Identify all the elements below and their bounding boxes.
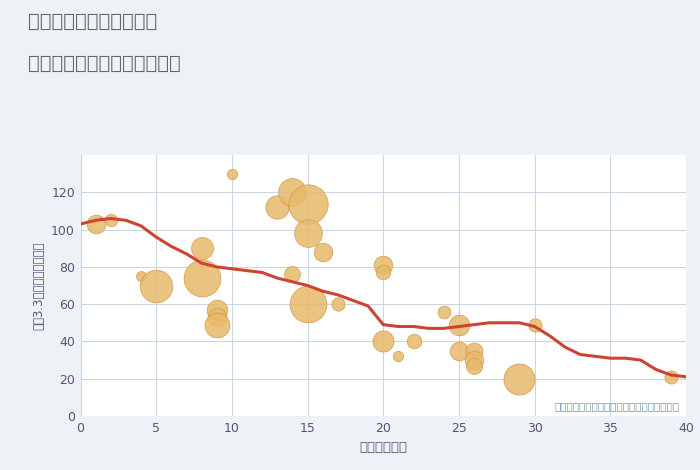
Point (272, 204, 283, 211)
Point (454, 347, 465, 354)
Point (287, 271, 298, 278)
Text: 円の大きさは、取引のあった物件面積を示す: 円の大きさは、取引のあった物件面積を示す (555, 401, 680, 411)
Point (454, 321, 465, 329)
Point (90, 220, 101, 228)
Point (226, 170, 237, 178)
Point (317, 248, 328, 256)
Point (332, 300, 344, 308)
Point (529, 321, 540, 329)
Point (211, 306, 223, 313)
Point (150, 282, 162, 289)
Point (302, 200, 313, 207)
Point (468, 347, 480, 354)
Point (378, 269, 389, 276)
Point (468, 356, 480, 364)
Point (393, 352, 404, 360)
Point (105, 217, 116, 224)
Point (408, 337, 419, 345)
Y-axis label: 坪（3.3㎡）単価（万円）: 坪（3.3㎡）単価（万円） (32, 241, 46, 330)
Point (302, 300, 313, 308)
Text: 築年数別中古マンション価格: 築年数別中古マンション価格 (28, 54, 181, 73)
Point (211, 321, 223, 329)
Point (514, 375, 525, 383)
Point (196, 244, 207, 252)
Point (378, 261, 389, 269)
Point (136, 273, 147, 280)
Point (665, 373, 676, 381)
Point (287, 188, 298, 196)
Point (468, 362, 480, 369)
Point (211, 313, 223, 321)
Point (438, 308, 449, 315)
Point (302, 229, 313, 237)
Point (196, 274, 207, 282)
X-axis label: 築年数（年）: 築年数（年） (359, 441, 407, 454)
Point (378, 337, 389, 345)
Text: 三重県四日市市波木南台: 三重県四日市市波木南台 (28, 12, 158, 31)
